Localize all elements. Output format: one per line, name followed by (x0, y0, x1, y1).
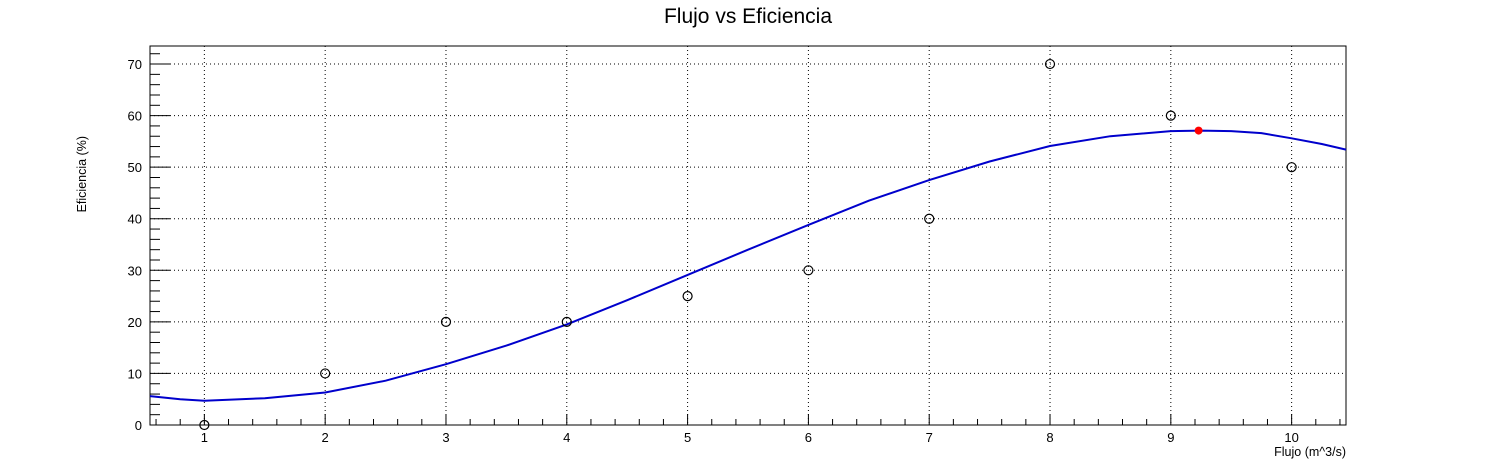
x-tick-label: 3 (442, 430, 449, 445)
data-point (1044, 58, 1056, 70)
y-tick-label: 30 (128, 263, 142, 278)
y-tick-label: 0 (135, 418, 142, 433)
data-point (682, 290, 693, 302)
data-point (440, 316, 452, 327)
y-tick-label: 40 (128, 212, 142, 227)
chart-title: Flujo vs Eficiencia (664, 5, 832, 28)
data-point (320, 368, 331, 379)
y-tick-label: 60 (128, 109, 142, 124)
data-point (924, 213, 935, 224)
x-tick-label: 5 (684, 430, 691, 445)
x-tick-label: 7 (926, 430, 933, 445)
x-tick-label: 2 (322, 430, 329, 445)
plot-frame (149, 45, 1347, 426)
ticks (150, 53, 1341, 426)
data-points (199, 58, 1297, 431)
data-point (1165, 110, 1176, 121)
y-axis-label: Eficiencia (%) (75, 136, 89, 212)
data-point (561, 316, 572, 327)
y-tick-label: 20 (128, 315, 142, 330)
y-tick-label: 70 (128, 57, 142, 72)
data-point (199, 419, 210, 431)
fit-curve (149, 129, 1347, 402)
x-axis-label: Flujo (m^3/s) (1274, 445, 1346, 459)
y-tick-label: 10 (128, 366, 142, 381)
data-point (1286, 162, 1297, 173)
data-point (803, 265, 814, 276)
grid (150, 46, 1346, 425)
highlight-point (1194, 126, 1203, 135)
x-tick-label: 8 (1046, 430, 1053, 445)
x-tick-label: 6 (805, 430, 812, 445)
x-tick-label: 1 (201, 430, 208, 445)
y-tick-label: 50 (128, 160, 142, 175)
x-tick-label: 10 (1284, 430, 1298, 445)
tick-labels: 1 2 3 4 5 6 7 8 9 10 0 10 20 30 40 50 60 70 (128, 57, 1299, 445)
x-tick-label: 4 (563, 430, 570, 445)
x-tick-label: 9 (1167, 430, 1174, 445)
